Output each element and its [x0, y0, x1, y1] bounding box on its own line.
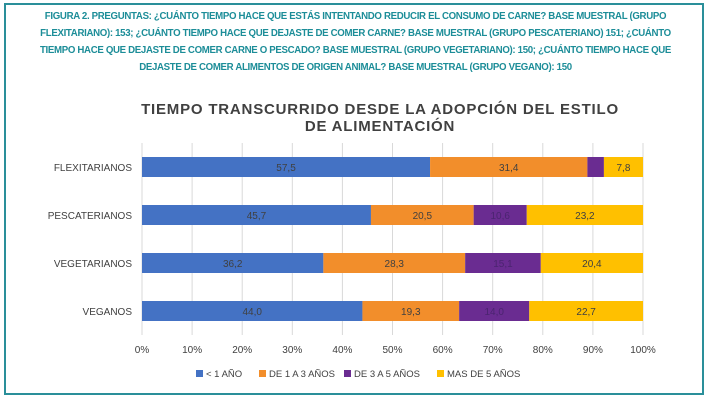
- bar-segment: [540, 253, 643, 273]
- bar-segment: [529, 301, 643, 321]
- x-tick-label: 90%: [583, 345, 603, 356]
- legend-swatch: [344, 370, 351, 377]
- bar-segment: [142, 253, 324, 273]
- x-tick-label: 70%: [483, 345, 503, 356]
- x-tick-label: 80%: [533, 345, 553, 356]
- bar-segment: [603, 157, 643, 177]
- bar-segment: [430, 157, 588, 177]
- bar-segment: [142, 301, 363, 321]
- bar-segment: [142, 205, 371, 225]
- legend-label: MAS DE 5 AÑOS: [447, 369, 520, 380]
- bar-segment: [473, 205, 527, 225]
- bar-segment: [465, 253, 541, 273]
- x-tick-label: 40%: [332, 345, 352, 356]
- data-label: 28,3: [385, 259, 405, 270]
- category-label: FLEXITARIANOS: [54, 163, 132, 174]
- legend-label: DE 1 A 3 AÑOS: [269, 369, 335, 380]
- chart-title-line1: TIEMPO TRANSCURRIDO DESDE LA ADOPCIÓN DE…: [141, 100, 619, 118]
- bar-segment: [526, 205, 643, 225]
- bar-segment: [370, 205, 474, 225]
- data-label: 19,3: [401, 307, 421, 318]
- category-label: VEGANOS: [83, 307, 133, 318]
- figure-caption: FIGURA 2. PREGUNTAS: ¿CUÁNTO TIEMPO HACE…: [39, 11, 672, 73]
- data-label: 23,2: [575, 211, 595, 222]
- legend-swatch: [437, 370, 444, 377]
- legend-label: DE 3 A 5 AÑOS: [354, 369, 420, 380]
- data-label: 22,7: [576, 307, 596, 318]
- x-tick-label: 0%: [135, 345, 150, 356]
- x-tick-label: 30%: [282, 345, 302, 356]
- bar-segment: [142, 157, 431, 177]
- data-label: 36,2: [223, 259, 243, 270]
- data-label: 7,8: [617, 163, 631, 174]
- figure-frame: [4, 3, 704, 395]
- bar-segment: [362, 301, 460, 321]
- bar-segment: [323, 253, 466, 273]
- data-label: 10,6: [490, 211, 510, 222]
- legend-swatch: [196, 370, 203, 377]
- category-label: PESCATERIANOS: [48, 211, 133, 222]
- x-tick-label: 100%: [630, 345, 656, 356]
- data-label: 57,5: [276, 163, 296, 174]
- x-tick-label: 20%: [232, 345, 252, 356]
- bar-segment: [459, 301, 530, 321]
- legend-label: < 1 AÑO: [206, 369, 242, 380]
- x-tick-label: 10%: [182, 345, 202, 356]
- x-tick-label: 60%: [433, 345, 453, 356]
- data-label: 45,7: [247, 211, 267, 222]
- data-label: 31,4: [499, 163, 519, 174]
- data-label: 44,0: [242, 307, 262, 318]
- data-label: 14,0: [484, 307, 504, 318]
- bar-segment: [587, 157, 604, 177]
- chart-title-line2: DE ALIMENTACIÓN: [305, 117, 455, 135]
- data-label: 20,4: [582, 259, 602, 270]
- data-label: 15,1: [493, 259, 513, 270]
- legend-swatch: [259, 370, 266, 377]
- x-tick-label: 50%: [382, 345, 402, 356]
- data-label: 20,5: [413, 211, 433, 222]
- category-label: VEGETARIANOS: [54, 259, 132, 270]
